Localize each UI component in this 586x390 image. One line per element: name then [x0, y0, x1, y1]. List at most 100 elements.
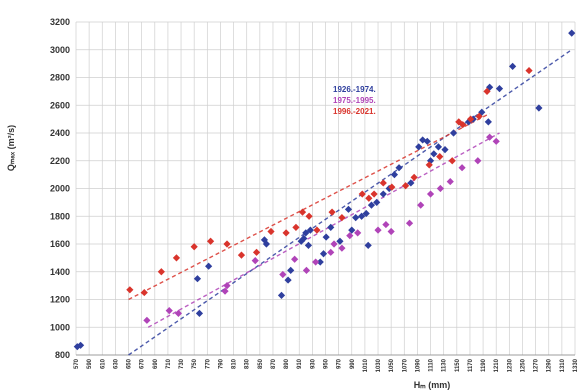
data-point — [492, 137, 500, 145]
data-point — [221, 287, 229, 295]
data-point — [449, 129, 458, 137]
data-point — [322, 233, 330, 241]
data-point — [387, 227, 395, 236]
x-tick-label: 1170 — [468, 358, 474, 372]
data-point — [379, 179, 387, 187]
x-tick-label: 850 — [258, 358, 264, 369]
data-point — [483, 87, 491, 95]
x-tick-label: 1270 — [534, 358, 540, 372]
data-point — [373, 198, 381, 206]
x-tick-label: 1150 — [455, 358, 461, 372]
data-point — [328, 208, 336, 216]
data-point — [251, 257, 259, 265]
x-tick-label: 970 — [337, 358, 343, 369]
x-tick-label: 1090 — [415, 358, 421, 372]
data-point — [370, 190, 378, 198]
y-tick-label: 1400 — [50, 267, 70, 277]
data-point — [143, 316, 151, 324]
x-tick-label: 1230 — [507, 358, 513, 372]
data-point — [252, 248, 261, 256]
x-tick-label: 910 — [297, 358, 303, 369]
data-point — [486, 83, 494, 91]
data-point — [305, 212, 313, 220]
trendlines — [128, 49, 573, 356]
x-tick-label: 670 — [140, 358, 146, 369]
data-point — [364, 241, 372, 249]
x-tick-label: 1290 — [547, 358, 553, 372]
data-point — [327, 223, 335, 231]
data-point — [291, 255, 299, 263]
data-point — [405, 219, 414, 227]
data-point — [484, 118, 492, 126]
y-tick-label: 2600 — [50, 100, 70, 110]
x-tick-label: 630 — [113, 358, 119, 369]
x-tick-label: 1210 — [494, 358, 500, 372]
x-tick-labels: 570 590 610 630 650 670 690 710 730 750 770 790 810 8… — [74, 358, 579, 372]
x-tick-label: 1330 — [573, 358, 579, 372]
data-point — [348, 226, 356, 234]
data-point — [279, 270, 287, 279]
x-tick-label: 1070 — [402, 358, 408, 372]
data-point — [495, 85, 504, 93]
data-point — [382, 220, 390, 229]
y-tick-label: 2800 — [50, 73, 70, 83]
trendline — [147, 132, 500, 328]
x-tick-label: 590 — [87, 358, 93, 369]
data-point — [430, 150, 438, 158]
data-point — [316, 258, 324, 266]
x-tick-label: 890 — [284, 358, 290, 369]
data-point — [287, 266, 295, 274]
data-point — [358, 212, 366, 220]
y-tick-label: 800 — [55, 350, 70, 360]
x-tick-label: 1030 — [376, 358, 382, 372]
data-point — [319, 250, 328, 258]
data-point — [426, 157, 435, 165]
data-point — [374, 226, 382, 234]
data-point — [292, 223, 300, 231]
data-point — [302, 229, 310, 237]
data-points — [73, 29, 576, 351]
data-point — [223, 282, 231, 290]
x-tick-label: 870 — [271, 358, 277, 369]
x-tick-label: 710 — [166, 358, 172, 369]
data-point — [509, 62, 517, 70]
data-point — [474, 157, 482, 165]
y-axis-label: Qₘₐₓ (m³/s) — [6, 125, 16, 171]
data-point — [426, 190, 435, 198]
data-point — [475, 112, 483, 120]
y-tick-label: 1600 — [50, 239, 70, 249]
x-tick-label: 750 — [192, 358, 198, 369]
grid — [75, 21, 576, 356]
data-point — [419, 136, 427, 144]
data-point — [441, 146, 449, 154]
data-point — [174, 309, 183, 317]
data-point — [297, 237, 305, 245]
data-point — [390, 171, 399, 179]
data-point — [446, 177, 454, 186]
x-tick-label: 1310 — [560, 358, 566, 372]
data-point — [336, 237, 344, 245]
data-point — [423, 137, 431, 145]
y-tick-label: 2400 — [50, 128, 70, 138]
data-point — [223, 240, 231, 248]
y-tick-label: 1000 — [50, 322, 70, 332]
data-point — [365, 194, 373, 202]
x-tick-label: 650 — [127, 358, 133, 369]
data-point — [344, 205, 353, 213]
data-point — [338, 244, 346, 252]
data-point — [282, 229, 290, 237]
data-point — [237, 251, 246, 259]
y-tick-label: 1800 — [50, 211, 70, 221]
x-tick-label: 690 — [153, 358, 159, 369]
legend-entry: 1996.-2021. — [333, 107, 376, 116]
x-tick-label: 730 — [179, 358, 185, 369]
data-point — [436, 184, 445, 193]
data-point — [300, 234, 308, 243]
data-point — [346, 232, 354, 240]
x-tick-label: 570 — [74, 358, 80, 369]
x-tick-label: 1250 — [520, 358, 526, 372]
data-point — [568, 29, 576, 37]
data-point — [306, 226, 314, 234]
x-axis-label: Hₘ (mm) — [414, 380, 451, 390]
legend: 1926.-1974. 1975.-1995. 1996.-2021. — [333, 85, 376, 116]
